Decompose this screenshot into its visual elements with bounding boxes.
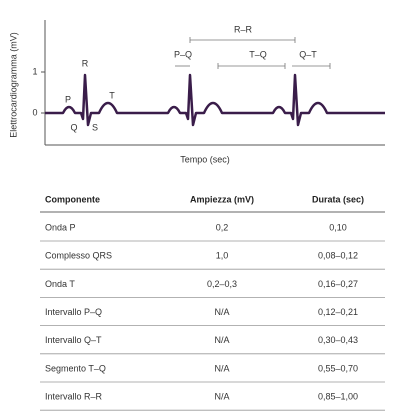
ecg-wave	[45, 73, 385, 127]
table-cell: 0,08–0,12	[318, 251, 358, 261]
table-cell: 0,10	[329, 222, 347, 232]
wave-label: R	[82, 58, 89, 68]
y-axis-label: Elettrocardiogramma (mV)	[8, 32, 18, 138]
wave-label: Q	[70, 122, 77, 132]
interval-label: P–Q	[174, 49, 192, 59]
table-cell: 0,16–0,27	[318, 279, 358, 289]
x-axis-label: Tempo (sec)	[180, 154, 230, 164]
wave-label: S	[92, 122, 98, 132]
table-cell: Intervallo Q–T	[45, 335, 102, 345]
table-cell: N/A	[214, 392, 229, 402]
table-cell: Onda P	[45, 222, 76, 232]
y-tick-label: 1	[32, 66, 37, 76]
interval-label: T–Q	[249, 49, 267, 59]
table-cell: 0,2–0,3	[207, 279, 237, 289]
table-header: Componente	[45, 194, 100, 204]
table-header: Ampiezza (mV)	[190, 194, 254, 204]
wave-label: T	[109, 90, 115, 100]
table-cell: 0,12–0,21	[318, 307, 358, 317]
table-cell: Segmento T–Q	[45, 363, 106, 373]
table-cell: N/A	[214, 335, 229, 345]
table-cell: 0,30–0,43	[318, 335, 358, 345]
table-cell: 0,2	[216, 222, 229, 232]
table-cell: Intervallo P–Q	[45, 307, 102, 317]
table-cell: Intervallo R–R	[45, 392, 103, 402]
table-cell: N/A	[214, 363, 229, 373]
table-cell: N/A	[214, 307, 229, 317]
table-cell: 1,0	[216, 251, 229, 261]
table: Componente Ampiezza (mV) Durata (sec) Onda …	[40, 194, 385, 411]
wave-label: P	[65, 94, 71, 104]
interval-label: R–R	[234, 24, 253, 34]
table-cell: Complesso QRS	[45, 251, 112, 261]
table-header: Durata (sec)	[312, 194, 364, 204]
interval-label: Q–T	[299, 49, 317, 59]
table-cell: Onda T	[45, 279, 75, 289]
y-tick-label: 0	[32, 107, 37, 117]
table-cell: 0,55–0,70	[318, 363, 358, 373]
interval-lines	[175, 37, 331, 69]
table-cell: 0,85–1,00	[318, 392, 358, 402]
